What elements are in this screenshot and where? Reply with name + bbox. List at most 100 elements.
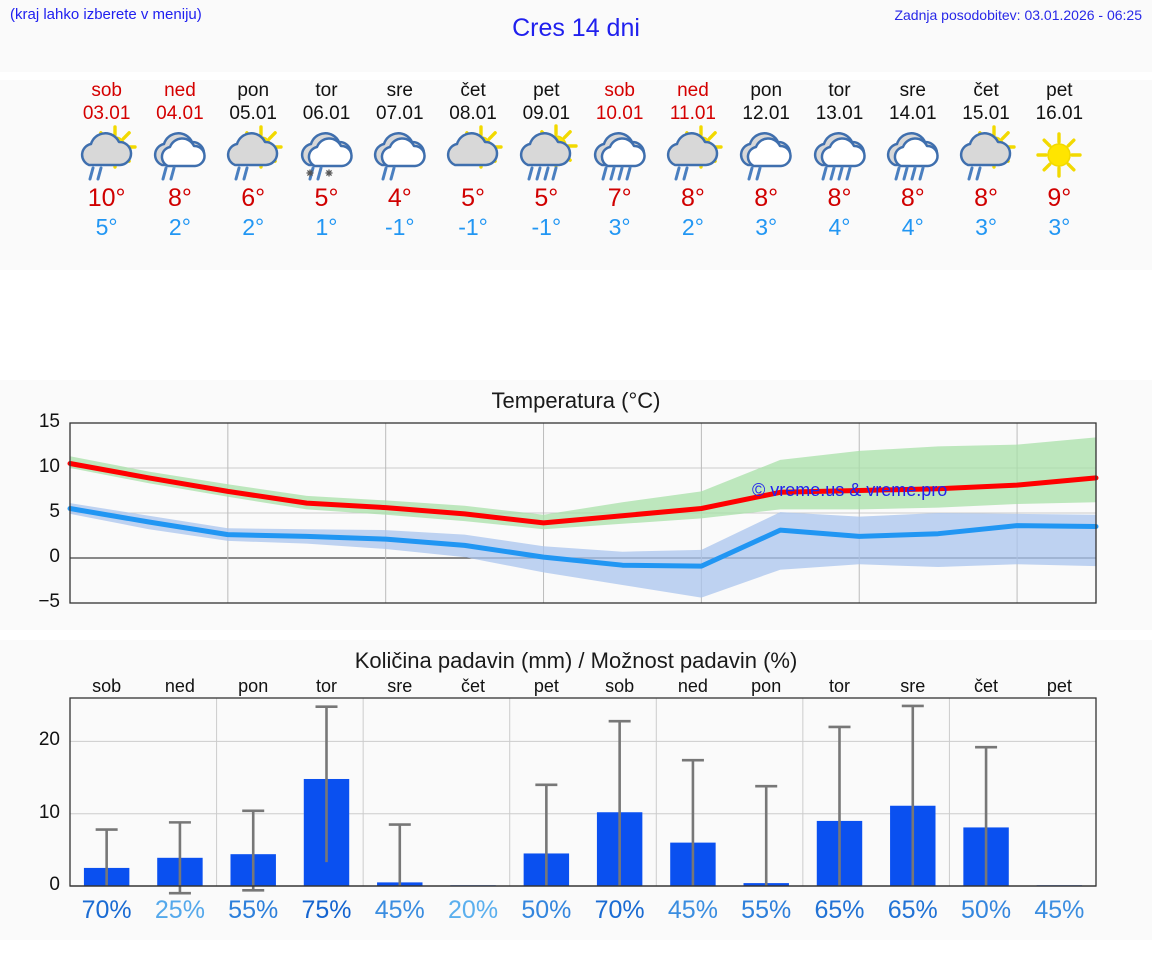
temperature-y-tick: 5 [49, 501, 60, 522]
precipitation-probability: 65% [814, 896, 865, 924]
day-column[interactable]: čet 15.01 8° 3° [947, 80, 1025, 241]
day-date: 09.01 [522, 103, 571, 124]
day-name: tor [828, 80, 851, 101]
sun-icon [1020, 127, 1098, 183]
day-min-temp: 2° [242, 214, 265, 240]
day-min-temp: 3° [608, 214, 631, 240]
precipitation-day-label: pet [1046, 676, 1072, 696]
day-name: ned [677, 80, 709, 101]
day-max-temp: 7° [607, 184, 632, 212]
day-min-temp: 3° [755, 214, 778, 240]
cloud-rain-heavy-icon [801, 127, 879, 183]
day-date: 07.01 [376, 103, 424, 124]
day-date: 14.01 [889, 103, 937, 124]
precipitation-day-label: sob [92, 676, 122, 696]
day-date: 08.01 [449, 103, 497, 124]
day-column[interactable]: tor 06.01 5° 1° [288, 80, 366, 241]
cloud-rain-heavy-icon [581, 127, 659, 183]
precipitation-day-label: ned [164, 676, 195, 696]
precipitation-probability: 70% [81, 896, 132, 924]
precipitation-probability: 75% [301, 896, 352, 924]
precipitation-day-label: pon [751, 676, 782, 696]
precipitation-probability: 50% [521, 896, 572, 924]
temperature-y-tick: 0 [49, 546, 60, 567]
day-max-temp: 8° [167, 184, 192, 212]
day-date: 10.01 [595, 103, 644, 124]
day-column[interactable]: čet 08.01 5° -1° [434, 80, 512, 241]
sun-cloud-rain-icon [947, 125, 1025, 183]
day-column[interactable]: pon 05.01 6° 2° [214, 80, 292, 241]
precipitation-day-label: čet [461, 676, 486, 696]
day-max-temp: 6° [241, 184, 266, 212]
precipitation-day-label: pet [533, 676, 559, 696]
day-name: sob [604, 80, 635, 101]
precipitation-day-label: sob [605, 676, 635, 696]
day-column[interactable]: pet 09.01 5° -1° [507, 80, 585, 241]
cloud-rain-icon [141, 127, 219, 183]
cloud-rain-icon [361, 127, 439, 183]
day-max-temp: 8° [754, 184, 779, 212]
temperature-chart [67, 422, 1099, 604]
precipitation-day-label: sre [900, 676, 926, 696]
day-max-temp: 8° [974, 184, 999, 212]
day-name: čet [460, 80, 486, 101]
day-name: pet [1046, 80, 1073, 101]
day-column[interactable]: tor 13.01 8° 4° [801, 80, 879, 241]
day-min-temp: 5° [95, 214, 118, 240]
day-date: 03.01 [82, 103, 131, 124]
precipitation-day-label: sre [387, 676, 413, 696]
cloud-rain-heavy-icon [874, 127, 952, 183]
precipitation-y-tick: 0 [49, 874, 60, 895]
day-name: ned [164, 80, 196, 101]
precipitation-probability: 65% [887, 896, 938, 924]
precipitation-probability: 55% [228, 896, 279, 924]
day-min-temp: 2° [681, 214, 704, 240]
precipitation-probability: 55% [741, 896, 792, 924]
day-max-temp: 10° [87, 184, 126, 212]
day-column[interactable]: pet 16.01 9° 3° [1020, 80, 1098, 241]
day-column[interactable]: pon 12.01 8° 3° [727, 80, 805, 241]
sun-cloud-rain-icon [214, 125, 292, 183]
precipitation-probability: 50% [961, 896, 1012, 924]
watermark: © vreme.us & vreme.pro [752, 479, 948, 500]
day-date: 16.01 [1035, 103, 1084, 124]
day-column[interactable]: sob 03.01 10° 5° [68, 80, 146, 241]
page-header: (kraj lahko izberete v meniju) Cres 14 d… [0, 0, 1152, 72]
day-max-temp: 8° [680, 184, 705, 212]
temperature-y-tick: 10 [38, 456, 60, 477]
day-column[interactable]: sre 14.01 8° 4° [874, 80, 952, 241]
day-column[interactable]: sob 10.01 7° 3° [581, 80, 659, 241]
precipitation-y-tick: 20 [38, 729, 60, 751]
day-name: sre [386, 80, 413, 101]
precipitation-probability: 45% [667, 896, 718, 924]
daily-forecast-strip: sob 03.01 10° 5° ned 04.01 8° 2° pon 05.01 6° 2° tor… [0, 80, 1152, 270]
day-date: 12.01 [742, 103, 790, 124]
day-column[interactable]: sre 07.01 4° -1° [361, 80, 439, 241]
day-min-temp: 2° [168, 214, 191, 240]
precipitation-probability: 20% [448, 896, 499, 924]
day-min-temp: -1° [458, 214, 488, 240]
temperature-y-tick: 15 [38, 411, 60, 432]
day-name: čet [973, 80, 999, 101]
day-max-temp: 8° [900, 184, 925, 212]
sun-cloud-icon [434, 125, 512, 183]
day-name: tor [315, 80, 338, 101]
day-column[interactable]: ned 11.01 8° 2° [654, 80, 732, 241]
sun-cloud-rain-icon [68, 125, 146, 183]
day-name: pon [237, 80, 270, 101]
day-max-temp: 8° [827, 184, 852, 212]
day-column[interactable]: ned 04.01 8° 2° [141, 80, 219, 241]
day-max-temp: 5° [314, 184, 339, 212]
precipitation-day-label: čet [974, 676, 999, 696]
precipitation-day-label: tor [828, 676, 850, 696]
last-update-label: Zadnja posodobitev: 03.01.2026 - 06:25 [894, 7, 1142, 23]
day-date: 11.01 [669, 103, 716, 124]
temperature-y-tick: −5 [38, 591, 60, 612]
precipitation-probability: 70% [594, 896, 645, 924]
sun-cloud-rain-icon [654, 125, 732, 183]
day-max-temp: 5° [534, 184, 559, 212]
day-min-temp: 3° [975, 214, 998, 240]
menu-hint: (kraj lahko izberete v meniju) [10, 6, 202, 23]
day-date: 15.01 [962, 103, 1010, 124]
cloud-sleet-icon [288, 127, 366, 183]
